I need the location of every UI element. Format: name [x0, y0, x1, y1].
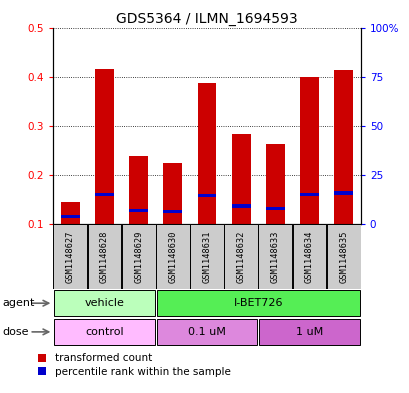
Bar: [258, 224, 292, 289]
Legend: transformed count, percentile rank within the sample: transformed count, percentile rank withi…: [38, 353, 230, 376]
Bar: [197, 83, 216, 224]
Bar: [197, 194, 216, 197]
Text: GSM1148631: GSM1148631: [202, 230, 211, 283]
Text: 1 uM: 1 uM: [295, 327, 322, 337]
Bar: [95, 193, 114, 196]
Bar: [326, 224, 360, 289]
Text: agent: agent: [2, 298, 34, 308]
Bar: [156, 319, 257, 345]
Bar: [333, 70, 352, 224]
Bar: [129, 209, 148, 213]
Bar: [163, 209, 182, 213]
Bar: [299, 77, 318, 224]
Bar: [61, 202, 80, 224]
Bar: [258, 319, 359, 345]
Text: 0.1 uM: 0.1 uM: [188, 327, 225, 337]
Bar: [156, 290, 359, 316]
Text: GSM1148629: GSM1148629: [134, 230, 143, 283]
Bar: [155, 224, 189, 289]
Text: GSM1148633: GSM1148633: [270, 230, 279, 283]
Bar: [163, 163, 182, 224]
Bar: [299, 193, 318, 196]
Bar: [53, 224, 87, 289]
Text: GSM1148627: GSM1148627: [66, 230, 75, 283]
Text: I-BET726: I-BET726: [233, 298, 282, 308]
Bar: [224, 224, 258, 289]
Bar: [231, 134, 250, 224]
Bar: [265, 144, 284, 224]
Bar: [54, 319, 155, 345]
Bar: [61, 215, 80, 219]
Text: GSM1148632: GSM1148632: [236, 230, 245, 283]
Bar: [121, 224, 155, 289]
Text: GSM1148628: GSM1148628: [100, 230, 109, 283]
Bar: [54, 290, 155, 316]
Text: control: control: [85, 327, 124, 337]
Bar: [190, 224, 223, 289]
Text: vehicle: vehicle: [84, 298, 124, 308]
Bar: [129, 156, 148, 224]
Bar: [265, 207, 284, 210]
Text: GSM1148634: GSM1148634: [304, 230, 313, 283]
Bar: [333, 191, 352, 195]
Bar: [88, 224, 121, 289]
Text: dose: dose: [2, 327, 29, 337]
Text: GSM1148635: GSM1148635: [338, 230, 347, 283]
Text: GSM1148630: GSM1148630: [168, 230, 177, 283]
Title: GDS5364 / ILMN_1694593: GDS5364 / ILMN_1694593: [116, 13, 297, 26]
Bar: [95, 69, 114, 224]
Bar: [231, 204, 250, 208]
Bar: [292, 224, 326, 289]
